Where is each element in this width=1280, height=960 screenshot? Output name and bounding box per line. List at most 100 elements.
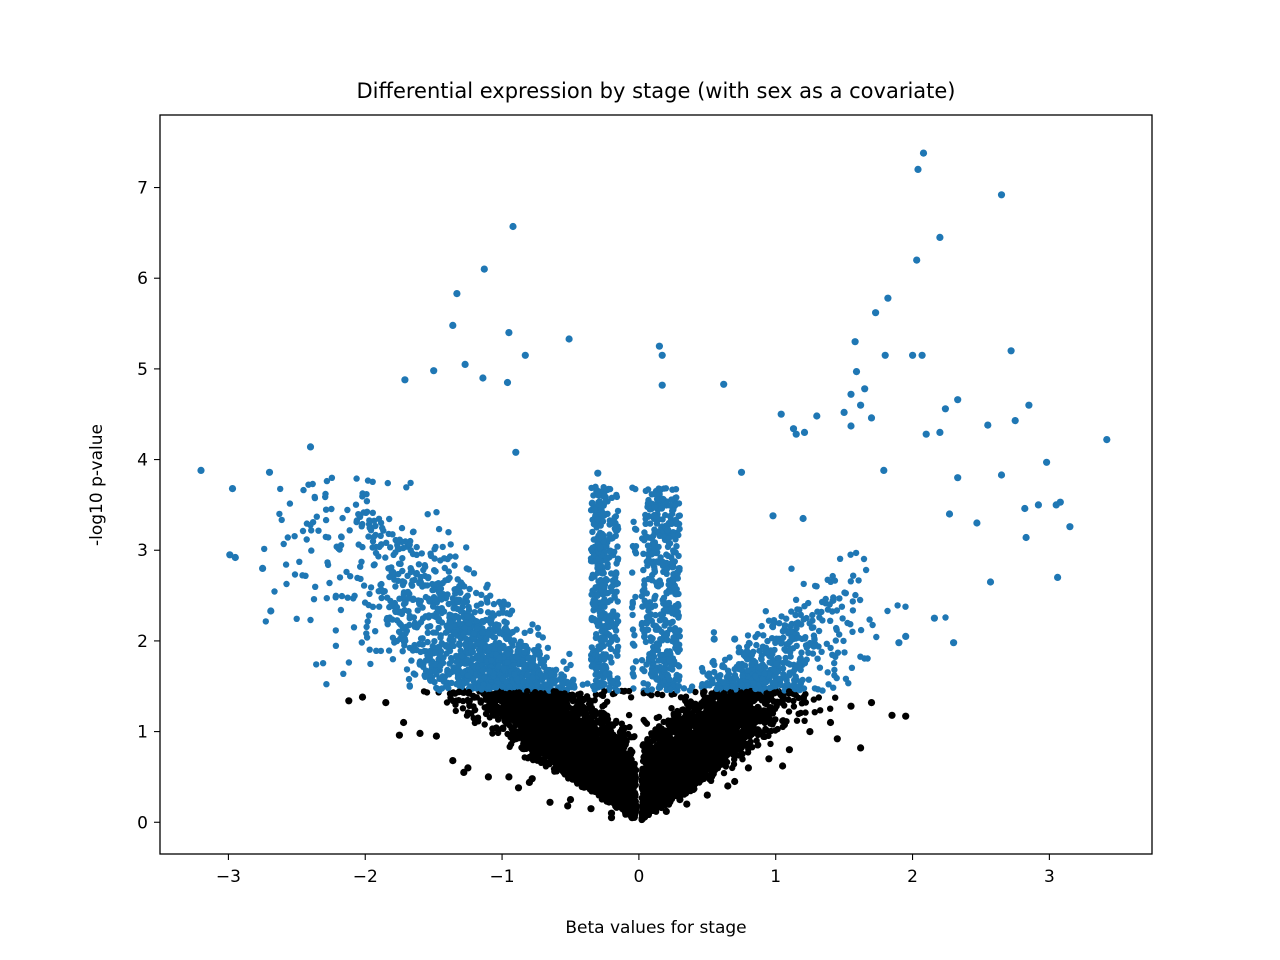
data-point	[332, 642, 340, 649]
data-point	[792, 596, 800, 603]
data-point	[638, 593, 645, 600]
data-point	[824, 576, 831, 583]
data-point	[793, 717, 801, 724]
data-point	[392, 549, 399, 556]
data-point	[375, 553, 382, 560]
data-point	[849, 628, 856, 635]
data-point	[408, 657, 415, 664]
data-point	[435, 525, 443, 533]
data-point	[400, 600, 408, 608]
data-point	[414, 607, 421, 614]
data-point	[808, 624, 816, 631]
data-point	[857, 653, 864, 660]
data-point	[403, 484, 410, 491]
data-point	[629, 600, 636, 607]
data-point	[831, 666, 838, 674]
data-point	[762, 608, 769, 615]
data-point	[818, 608, 825, 616]
data-point	[838, 603, 846, 610]
data-point	[412, 671, 419, 678]
data-point	[651, 568, 659, 575]
data-point	[299, 527, 307, 535]
data-point	[788, 565, 795, 572]
data-point	[657, 651, 664, 659]
data-point	[451, 562, 458, 569]
data-point	[864, 655, 871, 662]
data-point	[668, 705, 675, 712]
data-point	[340, 670, 347, 677]
data-point	[673, 543, 680, 550]
data-point	[415, 561, 423, 568]
data-point	[652, 592, 659, 600]
data-point	[508, 607, 516, 614]
data-point	[606, 631, 613, 639]
data-point	[792, 611, 799, 619]
data-point	[847, 578, 854, 585]
data-point	[535, 643, 542, 650]
data-point	[400, 544, 407, 552]
data-point	[563, 665, 570, 673]
data-point	[495, 716, 502, 723]
data-point	[809, 650, 817, 657]
data-point	[735, 644, 743, 651]
data-point	[378, 594, 385, 602]
data-point	[481, 721, 488, 728]
data-point	[607, 645, 615, 653]
data-point	[823, 640, 830, 647]
data-point	[810, 643, 817, 650]
data-point	[744, 632, 752, 639]
data-point	[363, 623, 370, 631]
data-point	[283, 580, 290, 588]
data-point	[840, 637, 847, 645]
data-point	[398, 524, 406, 532]
data-point	[676, 525, 683, 533]
data-point	[323, 681, 330, 688]
data-point	[781, 622, 788, 629]
data-point	[459, 705, 467, 712]
data-point	[534, 624, 542, 632]
data-point	[809, 611, 816, 619]
data-point	[788, 608, 795, 615]
data-point	[284, 534, 291, 541]
data-point	[464, 592, 471, 599]
data-point	[640, 550, 647, 557]
data-point	[560, 658, 567, 665]
data-point	[749, 744, 756, 751]
chart-title: Differential expression by stage (with s…	[356, 79, 955, 103]
data-point	[829, 597, 836, 604]
data-point	[473, 602, 481, 609]
data-point	[631, 525, 639, 532]
data-point	[397, 560, 404, 568]
data-point	[814, 655, 821, 662]
data-point	[376, 603, 383, 610]
data-point	[815, 627, 823, 635]
data-point	[300, 486, 307, 494]
data-point	[614, 507, 622, 515]
data-point	[382, 554, 389, 561]
data-point	[323, 477, 331, 485]
data-point	[322, 516, 330, 524]
data-point	[866, 616, 873, 623]
data-point	[767, 720, 774, 727]
data-point	[326, 579, 333, 587]
data-point	[386, 515, 393, 523]
data-point	[783, 615, 790, 622]
data-point	[346, 527, 353, 534]
data-point	[399, 555, 406, 562]
data-point	[424, 638, 431, 646]
data-point	[510, 637, 518, 644]
data-point	[345, 659, 353, 666]
data-point	[884, 607, 891, 615]
data-point	[802, 709, 809, 716]
data-point	[942, 614, 949, 621]
data-point	[261, 545, 268, 553]
data-point	[483, 584, 490, 591]
data-point	[463, 544, 470, 551]
data-point	[471, 609, 478, 616]
data-point	[544, 644, 552, 652]
data-point	[337, 606, 345, 614]
data-point	[495, 610, 503, 617]
data-point	[588, 656, 595, 663]
data-point	[613, 717, 620, 725]
data-point	[815, 694, 822, 701]
